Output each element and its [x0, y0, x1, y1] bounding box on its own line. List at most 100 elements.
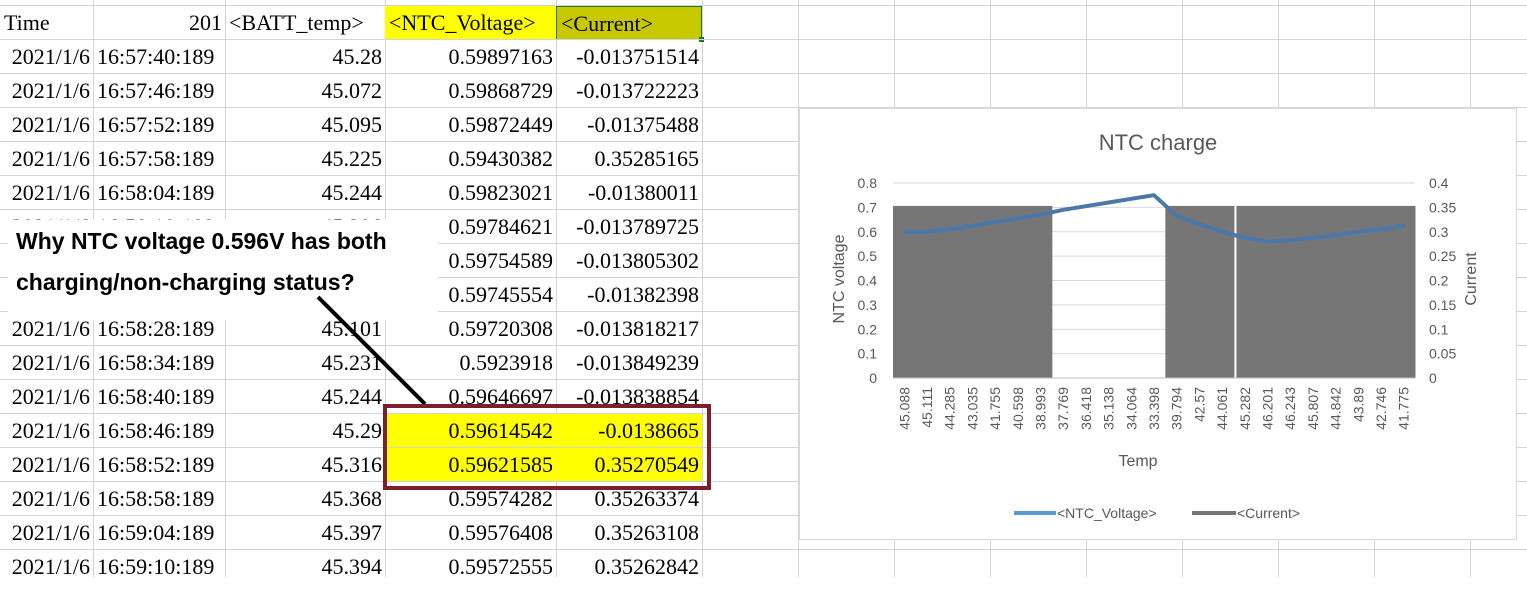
- grid-line: [0, 447, 1527, 448]
- cell-ntc-voltage[interactable]: 0.59823021: [448, 180, 554, 205]
- cell-ntc-voltage[interactable]: 0.59868729: [448, 78, 554, 103]
- cell-batt-temp[interactable]: 45.095: [321, 112, 383, 137]
- grid-line: [0, 141, 1527, 142]
- cell-batt-temp[interactable]: 45.072: [321, 78, 383, 103]
- cell-current[interactable]: -0.013849239: [576, 350, 699, 375]
- cell-current[interactable]: -0.013751514: [576, 44, 699, 69]
- cell-current[interactable]: 0.35263374: [594, 486, 700, 511]
- cell-ntc-voltage[interactable]: 0.59872449: [448, 112, 554, 137]
- cell-date[interactable]: 2021/1/6: [11, 554, 90, 577]
- header-batt-temp[interactable]: <BATT_temp>: [229, 10, 364, 35]
- cell-ntc-voltage[interactable]: 0.59897163: [448, 44, 554, 69]
- cell-time[interactable]: 16:57:46:189: [97, 78, 215, 103]
- cell-date[interactable]: 2021/1/6: [11, 112, 90, 137]
- cell-date[interactable]: 2021/1/6: [11, 180, 90, 205]
- cell-date[interactable]: 2021/1/6: [11, 418, 90, 443]
- cell-ntc-voltage[interactable]: 0.59754589: [448, 248, 554, 273]
- current-area-segment: [1392, 205, 1416, 378]
- cell-batt-temp[interactable]: 45.397: [321, 520, 383, 545]
- cell-current[interactable]: -0.013789725: [576, 214, 699, 239]
- ntc-voltage-point: [1220, 230, 1224, 234]
- cell-time[interactable]: 16:59:04:189: [97, 520, 215, 545]
- cell-batt-temp[interactable]: 45.316: [321, 452, 383, 477]
- current-area-segment: [1324, 205, 1348, 378]
- current-area-segment: [1301, 205, 1325, 378]
- cell-ntc-voltage[interactable]: 0.59720308: [448, 316, 554, 341]
- cell-time[interactable]: 16:59:10:189: [97, 554, 215, 577]
- cell-current[interactable]: -0.01382398: [587, 282, 699, 307]
- cell-batt-temp[interactable]: 45.368: [321, 486, 383, 511]
- cell-time[interactable]: 16:57:52:189: [97, 112, 215, 137]
- cell-current[interactable]: -0.013722223: [576, 78, 699, 103]
- cell-ntc-voltage[interactable]: 0.59784621: [448, 214, 554, 239]
- cell-date[interactable]: 2021/1/6: [11, 316, 90, 341]
- y2-tick-label: 0.15: [1429, 297, 1456, 313]
- y2-tick-label: 0.2: [1429, 273, 1449, 289]
- cell-time[interactable]: 16:58:46:189: [97, 418, 215, 443]
- cell-current[interactable]: -0.0138665: [556, 414, 702, 448]
- cell-date[interactable]: 2021/1/6: [11, 520, 90, 545]
- current-area-segment: [1165, 205, 1189, 378]
- cell-current[interactable]: 0.35285165: [594, 146, 700, 171]
- cell-date[interactable]: 2021/1/6: [11, 452, 90, 477]
- ntc-voltage-point: [1084, 204, 1088, 208]
- x-tick-label: 44.285: [942, 387, 958, 430]
- current-area-segment: [915, 205, 939, 378]
- cell-ntc-voltage[interactable]: 0.59745554: [448, 282, 554, 307]
- cell-current[interactable]: -0.013805302: [576, 248, 699, 273]
- cell-ntc-voltage[interactable]: 0.59572555: [448, 554, 554, 577]
- ntc-voltage-point: [1197, 222, 1201, 226]
- cell-batt-temp[interactable]: 45.28: [332, 44, 383, 69]
- cell-batt-temp[interactable]: 45.244: [321, 384, 383, 409]
- cell-date[interactable]: 2021/1/6: [11, 384, 90, 409]
- cell-ntc-voltage[interactable]: 0.59576408: [448, 520, 554, 545]
- grid-line: [0, 413, 1527, 414]
- x-tick-label: 45.282: [1237, 387, 1253, 430]
- cell-current[interactable]: -0.013818217: [576, 316, 699, 341]
- header-ntc-voltage[interactable]: <NTC_Voltage>: [385, 6, 556, 40]
- bottom-margin: [0, 577, 1527, 597]
- cell-current[interactable]: 0.35262842: [594, 554, 700, 577]
- grid-line: [0, 175, 1527, 176]
- header-b[interactable]: 201: [189, 10, 222, 35]
- cell-ntc-voltage[interactable]: 0.59430382: [448, 146, 554, 171]
- header-time[interactable]: Time: [4, 10, 50, 35]
- cell-ntc-voltage[interactable]: 0.5923918: [459, 350, 554, 375]
- current-area-segment: [1369, 205, 1393, 378]
- cell-time[interactable]: 16:58:40:189: [97, 384, 215, 409]
- cell-batt-temp[interactable]: 45.231: [321, 350, 383, 375]
- y-tick-label: 0: [869, 370, 877, 386]
- cell-batt-temp[interactable]: 45.394: [321, 554, 383, 577]
- cell-time[interactable]: 16:58:34:189: [97, 350, 215, 375]
- cell-time[interactable]: 16:58:58:189: [97, 486, 215, 511]
- cell-current[interactable]: 0.35263108: [594, 520, 700, 545]
- cell-date[interactable]: 2021/1/6: [11, 486, 90, 511]
- cell-date[interactable]: 2021/1/6: [11, 350, 90, 375]
- grid-line: [0, 481, 1527, 482]
- cell-date[interactable]: 2021/1/6: [11, 146, 90, 171]
- header-current[interactable]: <Current>: [556, 6, 702, 40]
- cell-ntc-voltage[interactable]: 0.59574282: [448, 486, 554, 511]
- cell-time[interactable]: 16:58:52:189: [97, 452, 215, 477]
- ntc-voltage-point: [925, 230, 929, 234]
- cell-time[interactable]: 16:57:58:189: [97, 146, 215, 171]
- header-row: Time 201 <BATT_temp> <NTC_Voltage> <Curr…: [0, 6, 1527, 42]
- cell-current[interactable]: 0.35270549: [556, 448, 702, 482]
- table-row: 2021/1/6 16:58:34:189 45.231 0.5923918 -0.01…: [0, 346, 1527, 380]
- chart[interactable]: NTC charge 0 0.1 0.2 0.3 0.4 0.5 0.6 0.7 0.8 0 0.0…: [799, 108, 1517, 540]
- cell-batt-temp[interactable]: 45.225: [321, 146, 383, 171]
- cell-batt-temp[interactable]: 45.29: [332, 418, 383, 443]
- cell-date[interactable]: 2021/1/6: [11, 78, 90, 103]
- cell-ntc-voltage[interactable]: 0.59614542: [385, 414, 556, 448]
- cell-ntc-voltage[interactable]: 0.59621585: [385, 448, 556, 482]
- cell-time[interactable]: 16:57:40:189: [97, 44, 215, 69]
- cell-current[interactable]: -0.01375488: [587, 112, 699, 137]
- cell-current[interactable]: -0.01380011: [587, 180, 699, 205]
- cell-batt-temp[interactable]: 45.244: [321, 180, 383, 205]
- grid-line: [0, 277, 1527, 278]
- cell-date[interactable]: 2021/1/6: [11, 44, 90, 69]
- cell-time[interactable]: 16:58:04:189: [97, 180, 215, 205]
- cell-time[interactable]: 16:58:28:189: [97, 316, 215, 341]
- grid-line: [0, 243, 1527, 244]
